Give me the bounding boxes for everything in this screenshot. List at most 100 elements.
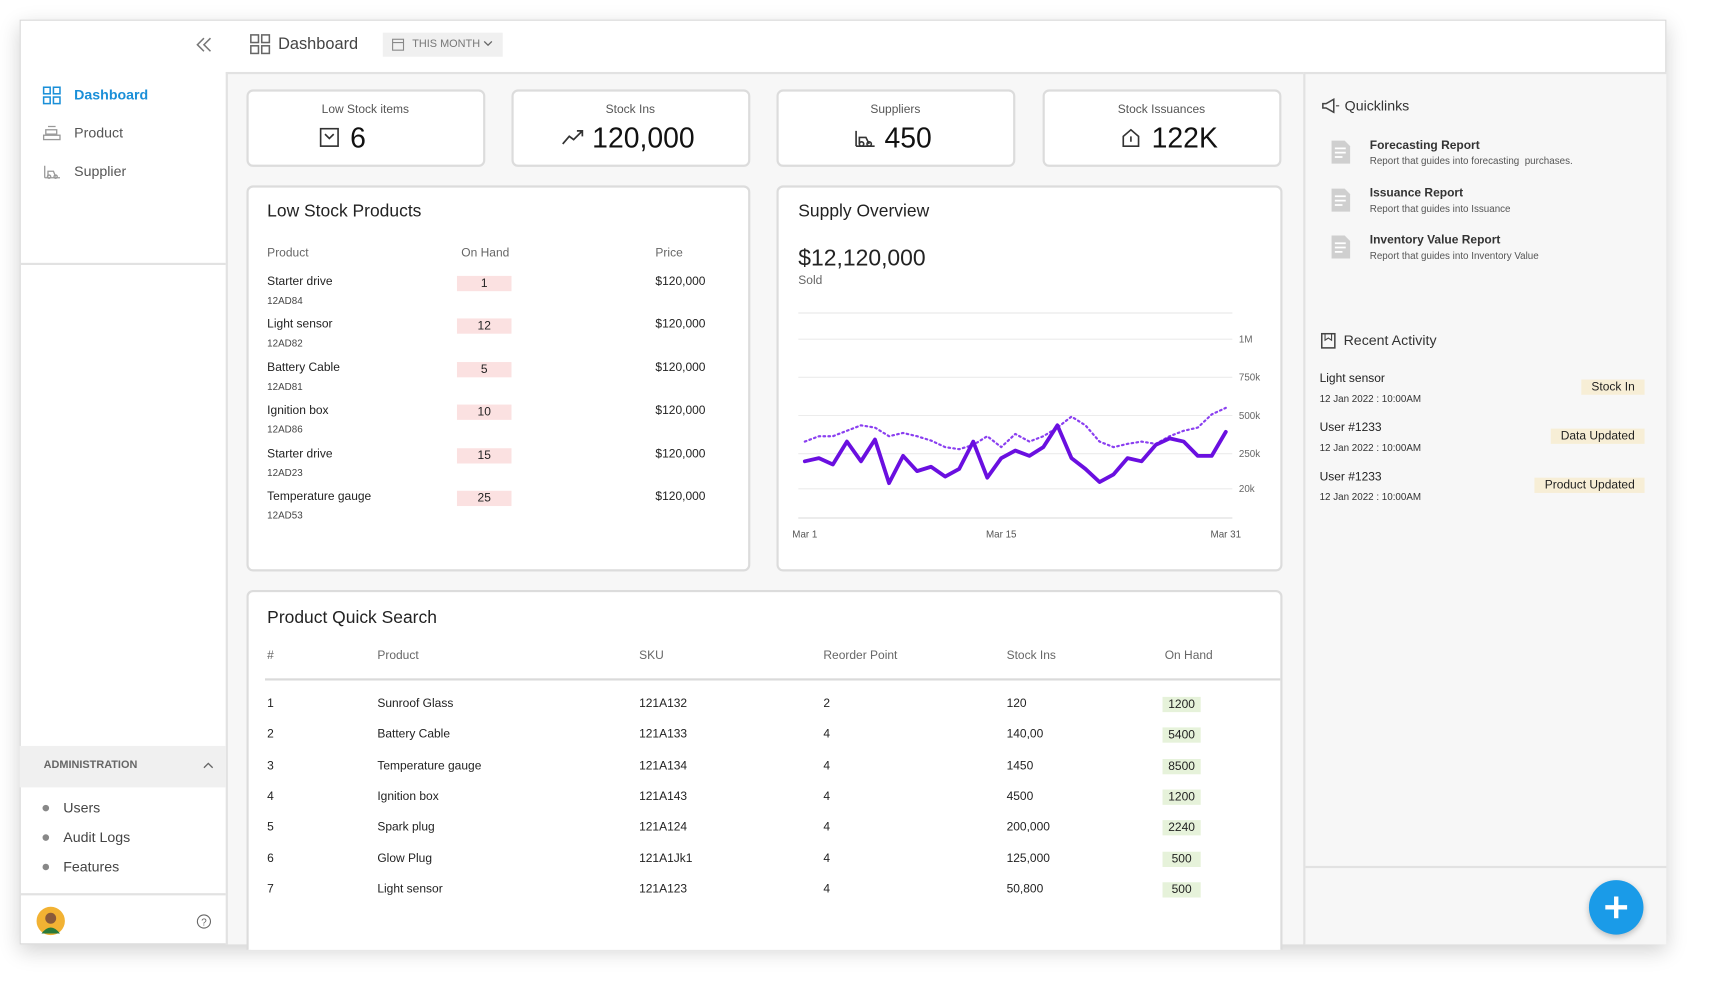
on-hand-badge: 1200 [1162, 696, 1201, 713]
table-cell: 200,000 [1006, 820, 1050, 834]
link-description: Report that guides into Inventory Value [1369, 250, 1539, 262]
nav-supplier-icon [44, 165, 60, 179]
table-cell: 120 [1006, 697, 1027, 711]
column-header: Reorder Point [823, 649, 898, 663]
link-title[interactable]: Forecasting Report [1369, 138, 1480, 153]
price: $120,000 [655, 318, 706, 332]
link-title[interactable]: Issuance Report [1369, 186, 1464, 200]
table-cell: 2 [267, 728, 274, 742]
report-icon [1331, 140, 1351, 164]
product-sku: 12AD81 [267, 381, 303, 392]
table-cell: 5 [267, 820, 274, 834]
link-title[interactable]: Inventory Value Report [1369, 233, 1501, 247]
link-description: Report that guides into forecasting purc… [1369, 155, 1573, 167]
nav-dashboard-icon [42, 86, 61, 105]
activity-name: User #1233 [1319, 421, 1382, 435]
product-name: Battery Cable [267, 361, 340, 375]
activity-tag: Product Updated [1534, 477, 1645, 493]
table-cell: Ignition box [377, 789, 439, 804]
table-cell: 3 [267, 759, 274, 773]
column-header: Product [267, 246, 309, 260]
period-label[interactable]: THIS MONTH [412, 38, 481, 51]
nav-item[interactable]: Product [74, 124, 124, 141]
column-header: # [267, 649, 274, 663]
nav-item[interactable]: Features [63, 858, 120, 875]
section-title: Quicklinks [1344, 97, 1410, 114]
column-header: Price [655, 246, 683, 260]
admin-header[interactable] [19, 745, 226, 788]
collapse-icon[interactable] [195, 37, 212, 52]
on-hand-badge: 1 [456, 275, 512, 292]
period-button[interactable] [382, 32, 503, 57]
column-header: SKU [639, 649, 664, 663]
supply-card [776, 185, 1283, 572]
table-cell: Temperature gauge [377, 759, 482, 773]
table-cell: 4 [823, 728, 831, 742]
nav-item[interactable]: Users [63, 799, 101, 816]
avatar[interactable] [36, 906, 65, 936]
product-name: Temperature gauge [267, 490, 372, 504]
table-cell: 1 [267, 697, 274, 711]
nav-item[interactable]: Supplier [74, 162, 127, 180]
product-name: Ignition box [267, 404, 329, 418]
table-cell: 121A124 [639, 820, 688, 834]
on-hand-badge: 5400 [1162, 727, 1201, 744]
card-title: Low Stock Products [267, 202, 422, 221]
nav-item[interactable]: Audit Logs [63, 829, 131, 846]
activity-tag: Stock In [1581, 379, 1645, 395]
bullet [42, 863, 50, 871]
table-cell: 121A133 [639, 728, 688, 742]
dashboard-icon [250, 34, 271, 55]
table-cell: Spark plug [377, 820, 435, 834]
stat-value: 122K [1151, 121, 1218, 155]
table-cell: 7 [267, 882, 274, 896]
chevron-down [483, 40, 493, 47]
nav-item[interactable]: Dashboard [74, 86, 149, 103]
table-cell: 4 [267, 789, 274, 804]
stat-label: Low Stock items [321, 102, 410, 117]
help-icon[interactable]: ? [196, 914, 212, 929]
divider [1305, 865, 1667, 869]
stat-value: 450 [884, 121, 932, 155]
report-icon [1331, 188, 1351, 212]
recent-activity-icon [1320, 332, 1336, 349]
activity-date: 12 Jan 2022 : 10:00AM [1319, 442, 1422, 454]
table-cell: 121A134 [639, 759, 688, 773]
stat-card [511, 89, 751, 167]
stat-value: 120,000 [592, 121, 695, 155]
card-title: Product Quick Search [267, 608, 437, 628]
stat-label: Suppliers [870, 102, 921, 117]
product-sku: 12AD23 [267, 466, 303, 478]
stat-card [1042, 89, 1282, 167]
activity-name: User #1233 [1319, 470, 1382, 484]
price: $120,000 [655, 275, 706, 289]
table-cell: 121A1Jk1 [639, 851, 693, 865]
table-cell: 4 [823, 759, 831, 773]
link-description: Report that guides into Issuance [1369, 202, 1511, 214]
add-icon[interactable] [1603, 894, 1629, 920]
svg-text:?: ? [201, 917, 207, 928]
stat-label: Stock Ins [605, 102, 656, 117]
column-header: On Hand [461, 246, 510, 260]
activity-date: 12 Jan 2022 : 10:00AM [1319, 491, 1422, 503]
bullet [42, 804, 50, 812]
product-name: Starter drive [267, 447, 333, 461]
section-title[interactable]: ADMINISTRATION [43, 759, 138, 772]
chevron-up[interactable] [203, 762, 214, 769]
on-hand-badge: 25 [456, 490, 512, 507]
price: $120,000 [655, 490, 706, 504]
table-cell: 2 [823, 697, 831, 711]
on-hand-badge: 15 [456, 447, 512, 464]
product-sku: 12AD53 [267, 509, 303, 521]
table-cell: 4 [823, 851, 831, 865]
table-cell: 4 [823, 882, 831, 896]
sidebar-divider [19, 893, 226, 896]
on-hand-badge: 8500 [1162, 758, 1201, 774]
stat-value: 6 [350, 121, 366, 155]
product-name: Light sensor [267, 318, 333, 332]
low-stock-card [246, 185, 751, 572]
table-cell: Light sensor [377, 882, 443, 896]
table-cell: 4 [823, 820, 831, 834]
activity-date: 12 Jan 2022 : 10:00AM [1319, 393, 1422, 405]
